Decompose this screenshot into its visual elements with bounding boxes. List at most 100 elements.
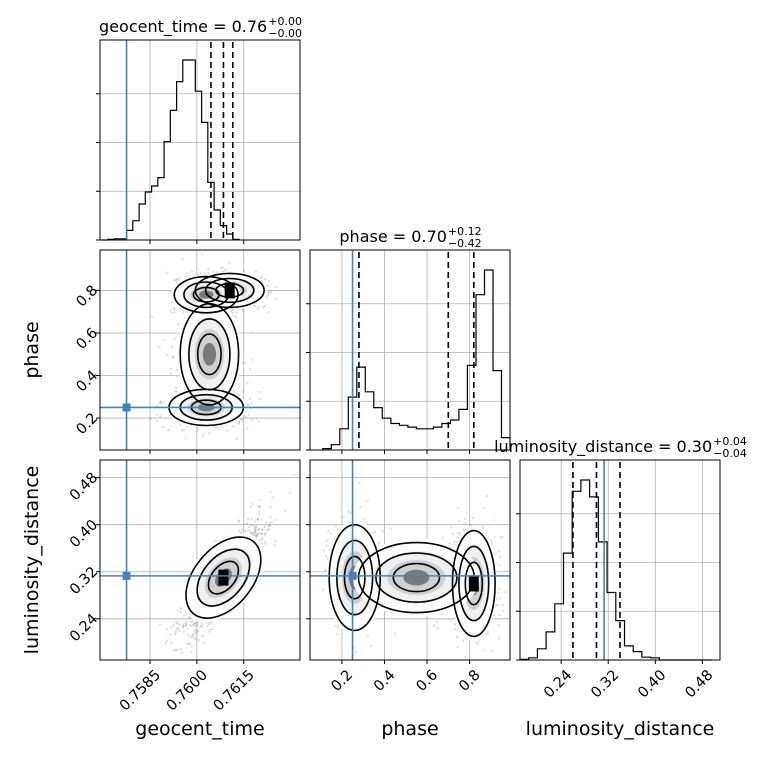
x-tick-label: 0.6	[414, 667, 442, 695]
sample-point	[273, 544, 276, 547]
sample-point	[183, 622, 186, 625]
sample-point	[158, 346, 161, 349]
truth-marker	[348, 571, 357, 580]
sample-point	[482, 648, 485, 651]
sample-point	[255, 528, 258, 532]
x-tick-label: 0.7600	[164, 667, 211, 714]
sample-point	[175, 390, 178, 393]
sample-point	[490, 539, 493, 542]
sample-point	[337, 625, 340, 628]
sample-point	[255, 534, 258, 538]
contour-line	[328, 523, 382, 632]
y-tick-label: 0.6	[74, 325, 102, 353]
sample-point	[251, 532, 254, 535]
sample-point	[456, 536, 459, 539]
sample-point	[325, 544, 328, 547]
sample-point	[268, 290, 271, 293]
sample-point	[214, 539, 217, 543]
sample-point	[200, 625, 203, 628]
sample-point	[256, 518, 259, 521]
sample-point	[464, 656, 467, 659]
sample-point	[184, 625, 187, 628]
sample-point	[171, 345, 174, 348]
sample-point	[191, 270, 194, 273]
sample-point	[493, 519, 496, 522]
sample-point	[293, 473, 296, 476]
sample-point	[200, 624, 203, 628]
x-tick-label: 0.40	[635, 667, 669, 701]
density-level	[403, 569, 430, 586]
sample-point	[176, 627, 179, 630]
sample-point	[193, 622, 196, 626]
sample-point	[255, 534, 258, 537]
contour-line	[392, 562, 441, 593]
sample-point	[247, 413, 250, 416]
sample-point	[256, 517, 259, 520]
sample-point	[485, 495, 488, 498]
sample-point	[251, 419, 254, 422]
contour-line	[196, 333, 222, 376]
sample-point	[266, 284, 269, 287]
sample-point	[185, 272, 188, 275]
sample-point	[165, 271, 168, 274]
contour-line	[357, 541, 476, 614]
sample-point	[260, 518, 263, 521]
sample-point	[179, 611, 182, 614]
sample-point	[160, 400, 163, 403]
contour-line	[196, 548, 251, 607]
sample-point	[374, 530, 377, 533]
sample-point	[455, 635, 458, 639]
sample-point	[275, 297, 278, 300]
sample-point	[178, 629, 181, 632]
sample-point	[192, 636, 195, 639]
sample-point	[156, 420, 159, 423]
sample-point	[175, 629, 178, 632]
sample-point	[177, 627, 180, 630]
sample-point	[173, 279, 176, 282]
sample-point	[255, 535, 258, 538]
sample-point	[192, 633, 195, 636]
sample-point	[498, 597, 502, 600]
sample-point	[268, 279, 271, 282]
sample-point	[265, 521, 268, 524]
truth-marker	[122, 571, 131, 580]
sample-point	[170, 626, 173, 629]
sample-point	[497, 604, 500, 607]
sample-point	[161, 426, 164, 429]
sample-point	[502, 609, 505, 613]
sample-point	[261, 542, 264, 545]
sample-point	[237, 422, 240, 425]
sample-point	[162, 401, 165, 404]
sample-point	[257, 420, 260, 423]
title-text: luminosity_distance = 0.30	[494, 437, 712, 457]
sample-point	[201, 435, 205, 438]
sample-point	[258, 509, 261, 512]
sample-point	[165, 628, 168, 631]
sample-point	[178, 277, 182, 280]
y-tick-label: 0.8	[74, 283, 102, 311]
sample-point	[240, 418, 243, 421]
x-tick-label: 0.24	[541, 667, 575, 701]
sample-point	[263, 304, 266, 307]
sample-point	[202, 432, 205, 435]
sample-point	[166, 354, 169, 357]
sample-point	[159, 400, 162, 403]
sample-point	[453, 540, 456, 544]
sample-point	[366, 635, 369, 638]
title-plus: +0.00	[268, 15, 302, 28]
sample-point	[231, 308, 235, 311]
sample-point	[252, 358, 255, 361]
sample-point	[187, 642, 190, 645]
sample-point	[337, 642, 340, 645]
sample-point	[326, 539, 329, 542]
sample-point	[231, 311, 234, 314]
sample-point	[257, 532, 260, 535]
sample-point	[321, 588, 325, 591]
sample-point	[165, 639, 168, 642]
sample-point	[440, 613, 443, 616]
sample-point	[471, 516, 474, 520]
sample-point	[260, 275, 263, 278]
sample-point	[336, 527, 339, 531]
sample-point	[219, 618, 222, 621]
sample-point	[269, 516, 272, 519]
